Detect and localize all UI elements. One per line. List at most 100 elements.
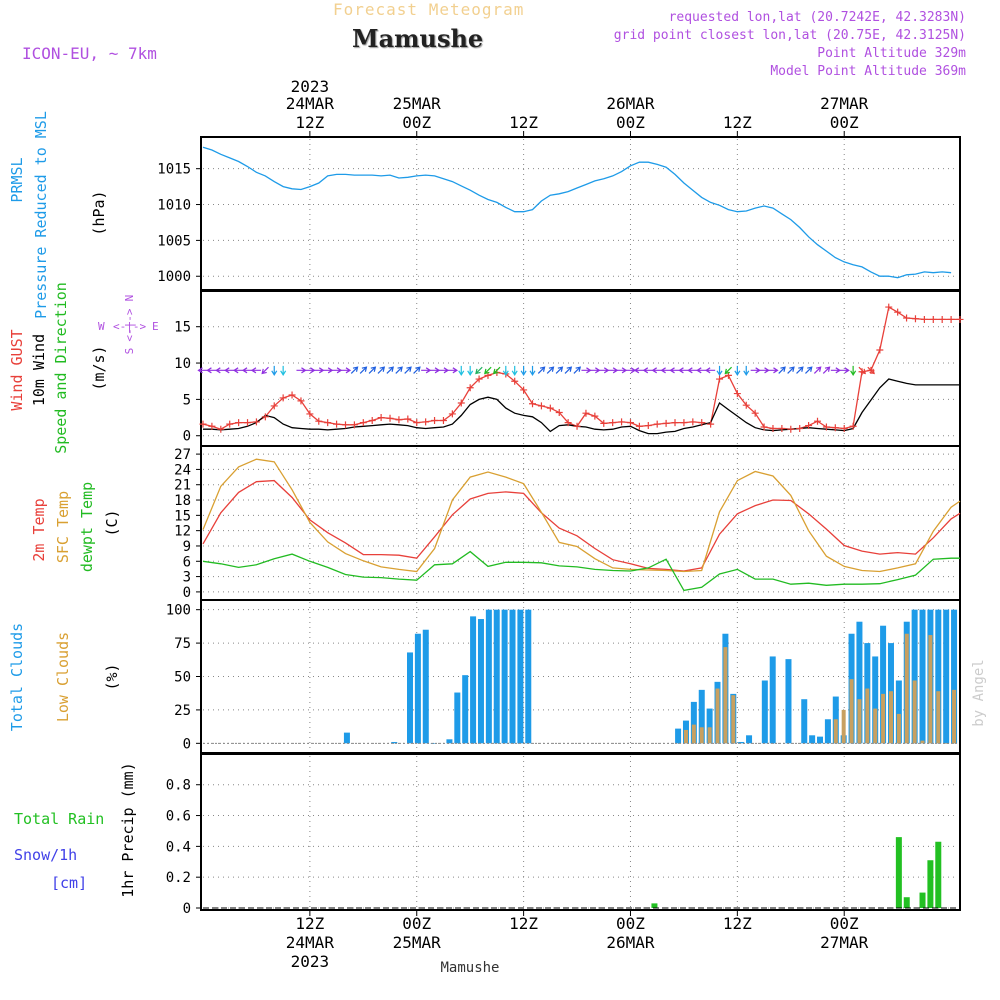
- wind-direction-arrow: [296, 367, 307, 374]
- gust-marker: [689, 418, 697, 426]
- compass-north: N: [123, 295, 136, 302]
- pressure-series-line-0: [202, 146, 952, 279]
- y-tick-label: 15: [174, 320, 191, 336]
- wind-direction-arrow: [332, 367, 343, 374]
- total-cloud-bar: [675, 728, 682, 744]
- total-cloud-bar: [690, 701, 697, 744]
- gust-marker: [938, 315, 946, 323]
- low-cloud-bar: [857, 699, 862, 744]
- gust-marker: [956, 315, 964, 323]
- total-cloud-bar: [343, 732, 350, 744]
- wind-direction-arrow: [350, 366, 359, 374]
- gust-marker: [208, 422, 216, 430]
- temp-dew-label: dewpt Temp: [78, 482, 96, 572]
- footer-location: Mamushe: [440, 960, 499, 976]
- y-tick-label: 0.4: [166, 839, 191, 855]
- gust-marker: [279, 394, 287, 402]
- gust-marker: [751, 409, 759, 417]
- pressure-label-2: Pressure Reduced to MSL: [32, 111, 50, 319]
- low-cloud-bar: [896, 713, 901, 744]
- y-tick-label: 0.6: [166, 809, 191, 825]
- low-cloud-bar: [912, 680, 917, 744]
- model-altitude: Model Point Altitude 369m: [770, 64, 966, 79]
- total-cloud-bar: [935, 609, 942, 744]
- wind-direction-arrow: [280, 365, 287, 376]
- wind-direction-arrow: [696, 367, 707, 374]
- gust-marker: [671, 419, 679, 427]
- wind-direction-arrow: [850, 365, 857, 376]
- low-cloud-bar: [865, 688, 870, 744]
- wind-direction-arrow: [421, 367, 432, 374]
- wind-direction-arrow: [669, 367, 680, 374]
- low-cloud-bar: [833, 719, 838, 744]
- total-cloud-bar: [470, 616, 477, 744]
- wind-direction-arrow: [484, 366, 492, 375]
- gust-marker: [386, 414, 394, 422]
- gust-marker: [840, 424, 848, 432]
- gust-marker: [359, 419, 367, 427]
- wind-direction-arrow: [215, 367, 226, 374]
- temp-series-line-2: [202, 550, 960, 592]
- wind-direction-arrow: [660, 367, 671, 374]
- wind-direction-arrow: [224, 367, 235, 374]
- gust-marker: [466, 384, 474, 392]
- wind-direction-arrow: [458, 365, 465, 376]
- wind-direction-arrow: [734, 365, 741, 376]
- wind-direction-arrow: [822, 366, 831, 374]
- wind-direction-arrow: [759, 367, 770, 374]
- y-tick-label: 100: [166, 603, 191, 619]
- total-cloud-bar: [880, 625, 887, 744]
- compass-we-arrow: <-|->: [113, 320, 146, 333]
- total-cloud-bar: [525, 609, 532, 744]
- wind-unit: (m/s): [90, 345, 108, 390]
- wind-direction-arrow: [590, 367, 601, 374]
- y-tick-label: 0: [183, 736, 191, 752]
- total-cloud-bar: [454, 692, 461, 744]
- y-tick-label: 25: [174, 703, 191, 719]
- watermark: by Angel: [971, 659, 987, 726]
- gust-marker: [368, 416, 376, 424]
- wind-direction-arrow: [197, 367, 208, 374]
- total-cloud-bar: [391, 741, 398, 744]
- wind-direction-arrow: [492, 366, 501, 375]
- total-cloud-bar: [824, 719, 831, 744]
- panel-frame-clouds: [200, 599, 961, 754]
- wind-gust-label: Wind GUST: [8, 329, 26, 410]
- y-tick-label: 3: [183, 570, 191, 586]
- gust-marker: [520, 386, 528, 394]
- wind-direction-arrow: [511, 365, 518, 376]
- wind-direction-arrow: [778, 366, 786, 374]
- gust-marker: [920, 315, 928, 323]
- wind-direction-arrow: [368, 366, 377, 374]
- gust-marker: [217, 425, 225, 433]
- gust-marker: [244, 419, 252, 427]
- gust-marker: [644, 422, 652, 430]
- gust-marker: [546, 404, 554, 412]
- wind-direction-arrow: [768, 367, 779, 374]
- gust-marker: [226, 420, 234, 428]
- gust-marker: [814, 417, 822, 425]
- top-date-label: 24MAR: [286, 94, 335, 113]
- y-tick-label: 12: [174, 524, 191, 540]
- low-cloud-bar: [928, 635, 933, 744]
- wind-direction-arrow: [404, 366, 412, 374]
- low-cloud-bar: [952, 689, 957, 744]
- temp-unit: (C): [103, 509, 121, 536]
- gust-marker: [947, 315, 955, 323]
- total-cloud-bar: [422, 629, 429, 744]
- total-cloud-bar: [801, 699, 808, 744]
- wind-direction-arrow: [340, 367, 352, 374]
- y-tick-label: 1000: [157, 269, 191, 285]
- wind-direction-arrow: [805, 366, 813, 374]
- gust-marker: [698, 419, 706, 427]
- total-cloud-bar: [509, 609, 516, 744]
- gust-marker: [306, 410, 314, 418]
- y-tick-label: 18: [174, 493, 191, 509]
- gust-marker: [297, 397, 305, 405]
- gust-marker: [742, 401, 750, 409]
- bottom-date-label: 27MAR: [820, 933, 869, 952]
- gust-marker: [760, 423, 768, 431]
- wind-10m-label: 10m Wind: [30, 334, 48, 406]
- wind-direction-arrow: [651, 367, 662, 374]
